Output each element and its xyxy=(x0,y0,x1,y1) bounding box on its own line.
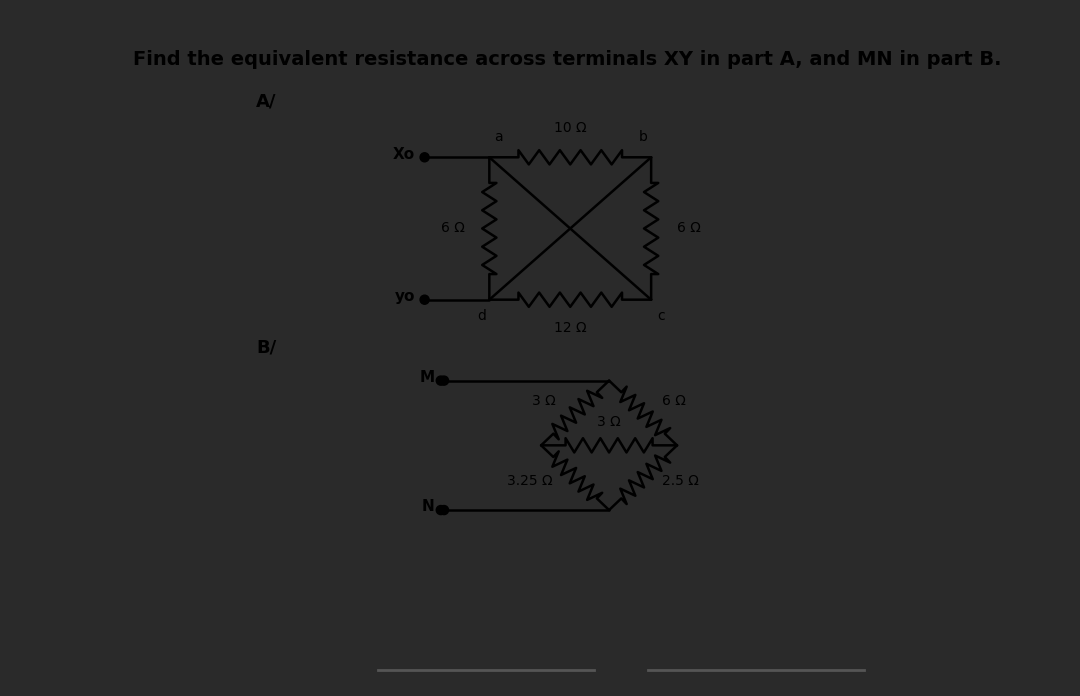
Text: 10 Ω: 10 Ω xyxy=(554,120,586,134)
Text: b: b xyxy=(639,130,648,144)
Circle shape xyxy=(440,376,448,385)
Text: M: M xyxy=(419,370,434,385)
Text: A/: A/ xyxy=(256,93,276,111)
Text: c: c xyxy=(658,310,665,324)
Text: Xo: Xo xyxy=(393,147,415,161)
Text: 6 Ω: 6 Ω xyxy=(441,221,464,235)
Text: 3 Ω: 3 Ω xyxy=(597,415,621,429)
Text: 12 Ω: 12 Ω xyxy=(554,321,586,335)
Text: 3 Ω: 3 Ω xyxy=(532,395,556,409)
Text: yo: yo xyxy=(394,289,415,304)
Text: 6 Ω: 6 Ω xyxy=(662,395,687,409)
Text: 6 Ω: 6 Ω xyxy=(677,221,701,235)
Text: B/: B/ xyxy=(256,338,276,356)
Text: N: N xyxy=(421,499,434,514)
Circle shape xyxy=(436,505,445,514)
Circle shape xyxy=(440,505,448,514)
Text: Find the equivalent resistance across terminals XY in part A, and MN in part B.: Find the equivalent resistance across te… xyxy=(133,51,1001,70)
Text: a: a xyxy=(495,130,503,144)
Circle shape xyxy=(420,152,429,162)
Circle shape xyxy=(436,376,445,385)
Text: 2.5 Ω: 2.5 Ω xyxy=(662,474,700,488)
Circle shape xyxy=(420,295,429,304)
Text: 3.25 Ω: 3.25 Ω xyxy=(507,474,553,488)
Text: d: d xyxy=(477,310,486,324)
